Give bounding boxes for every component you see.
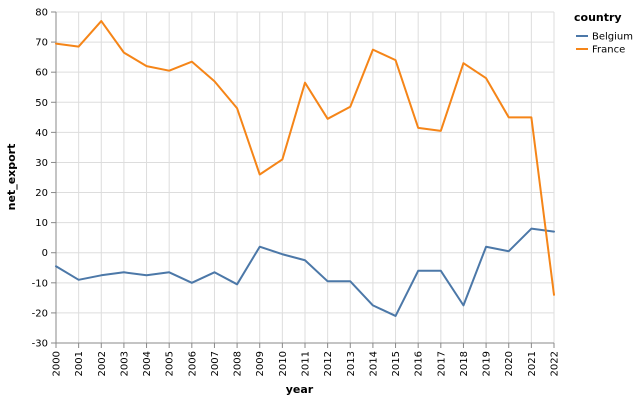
- y-tick-label: 70: [35, 38, 48, 49]
- x-tick-label: 2016: [414, 351, 425, 376]
- y-axis: -30 -20 -10 0 10 20 30 40 50 60 70 80: [32, 8, 56, 350]
- y-tick-label: 30: [35, 158, 48, 169]
- x-tick-label: 2000: [52, 351, 63, 376]
- x-tick-label: 2004: [142, 351, 153, 376]
- x-tick-label: 2008: [233, 351, 244, 376]
- x-tick-label: 2010: [278, 351, 289, 376]
- y-tick-label: -20: [32, 308, 48, 319]
- x-axis: 2000 2001 2002 2003 2004 2005 2006 2007 2008 2009…: [52, 343, 561, 376]
- x-axis-title: year: [286, 383, 314, 396]
- x-tick-label: 2013: [346, 351, 357, 376]
- legend-label-france: France: [592, 45, 625, 56]
- x-tick-label: 2011: [301, 351, 312, 376]
- legend-label-belgium: Belgium: [592, 32, 633, 43]
- x-tick-label: 2017: [436, 351, 447, 376]
- y-tick-label: 80: [35, 8, 48, 19]
- x-tick-label: 2009: [255, 351, 266, 376]
- x-tick-label: 2001: [74, 351, 85, 376]
- x-tick-label: 2018: [459, 351, 470, 376]
- y-tick-label: 50: [35, 98, 48, 109]
- y-tick-label: 0: [42, 248, 48, 259]
- x-tick-label: 2002: [97, 351, 108, 376]
- y-tick-label: -10: [32, 278, 48, 289]
- y-tick-label: 60: [35, 68, 48, 79]
- series-line-france: [55, 20, 555, 296]
- x-tick-label: 2021: [527, 351, 538, 376]
- y-axis-title: net_export: [5, 144, 18, 211]
- y-tick-label: 10: [35, 218, 48, 229]
- y-tick-label: 20: [35, 188, 48, 199]
- grid: [55, 11, 555, 344]
- x-tick-label: 2007: [210, 351, 221, 376]
- x-tick-label: 2020: [504, 351, 515, 376]
- x-tick-label: 2022: [550, 351, 561, 376]
- y-tick-label: 40: [35, 128, 48, 139]
- series-lines: [55, 20, 555, 317]
- x-tick-label: 2012: [323, 351, 334, 376]
- legend: country Belgium France: [574, 11, 633, 56]
- series-line-belgium: [55, 227, 555, 317]
- x-tick-label: 2006: [187, 351, 198, 376]
- x-tick-label: 2019: [482, 351, 493, 376]
- x-tick-label: 2003: [119, 351, 130, 376]
- x-tick-label: 2014: [368, 351, 379, 376]
- y-tick-label: -30: [32, 339, 48, 350]
- legend-title: country: [574, 11, 622, 24]
- x-tick-label: 2015: [391, 351, 402, 376]
- x-tick-label: 2005: [165, 351, 176, 376]
